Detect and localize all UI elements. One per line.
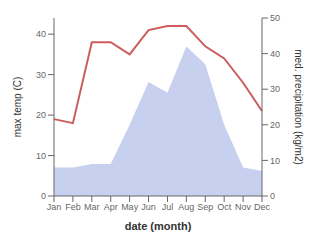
svg-text:40: 40 bbox=[270, 49, 280, 59]
svg-text:Sep: Sep bbox=[197, 202, 213, 212]
svg-text:Oct: Oct bbox=[217, 202, 232, 212]
svg-text:Jul: Jul bbox=[162, 202, 174, 212]
svg-text:Jan: Jan bbox=[47, 202, 62, 212]
svg-text:0: 0 bbox=[270, 191, 275, 201]
svg-text:Aug: Aug bbox=[178, 202, 194, 212]
svg-text:0: 0 bbox=[41, 191, 46, 201]
svg-text:Dec: Dec bbox=[254, 202, 271, 212]
svg-text:20: 20 bbox=[270, 120, 280, 130]
svg-text:Apr: Apr bbox=[104, 202, 118, 212]
svg-text:Mar: Mar bbox=[84, 202, 100, 212]
svg-text:med. precipitation (kg/m2): med. precipitation (kg/m2) bbox=[293, 49, 304, 165]
svg-text:40: 40 bbox=[36, 29, 46, 39]
svg-text:Feb: Feb bbox=[65, 202, 81, 212]
svg-text:20: 20 bbox=[36, 110, 46, 120]
svg-text:max temp (C): max temp (C) bbox=[12, 77, 23, 138]
svg-text:May: May bbox=[121, 202, 139, 212]
svg-text:50: 50 bbox=[270, 13, 280, 23]
svg-text:Jun: Jun bbox=[141, 202, 156, 212]
svg-text:10: 10 bbox=[270, 156, 280, 166]
svg-text:10: 10 bbox=[36, 151, 46, 161]
svg-text:30: 30 bbox=[270, 84, 280, 94]
svg-text:30: 30 bbox=[36, 70, 46, 80]
svg-text:date (month): date (month) bbox=[125, 220, 192, 232]
svg-text:Nov: Nov bbox=[235, 202, 252, 212]
